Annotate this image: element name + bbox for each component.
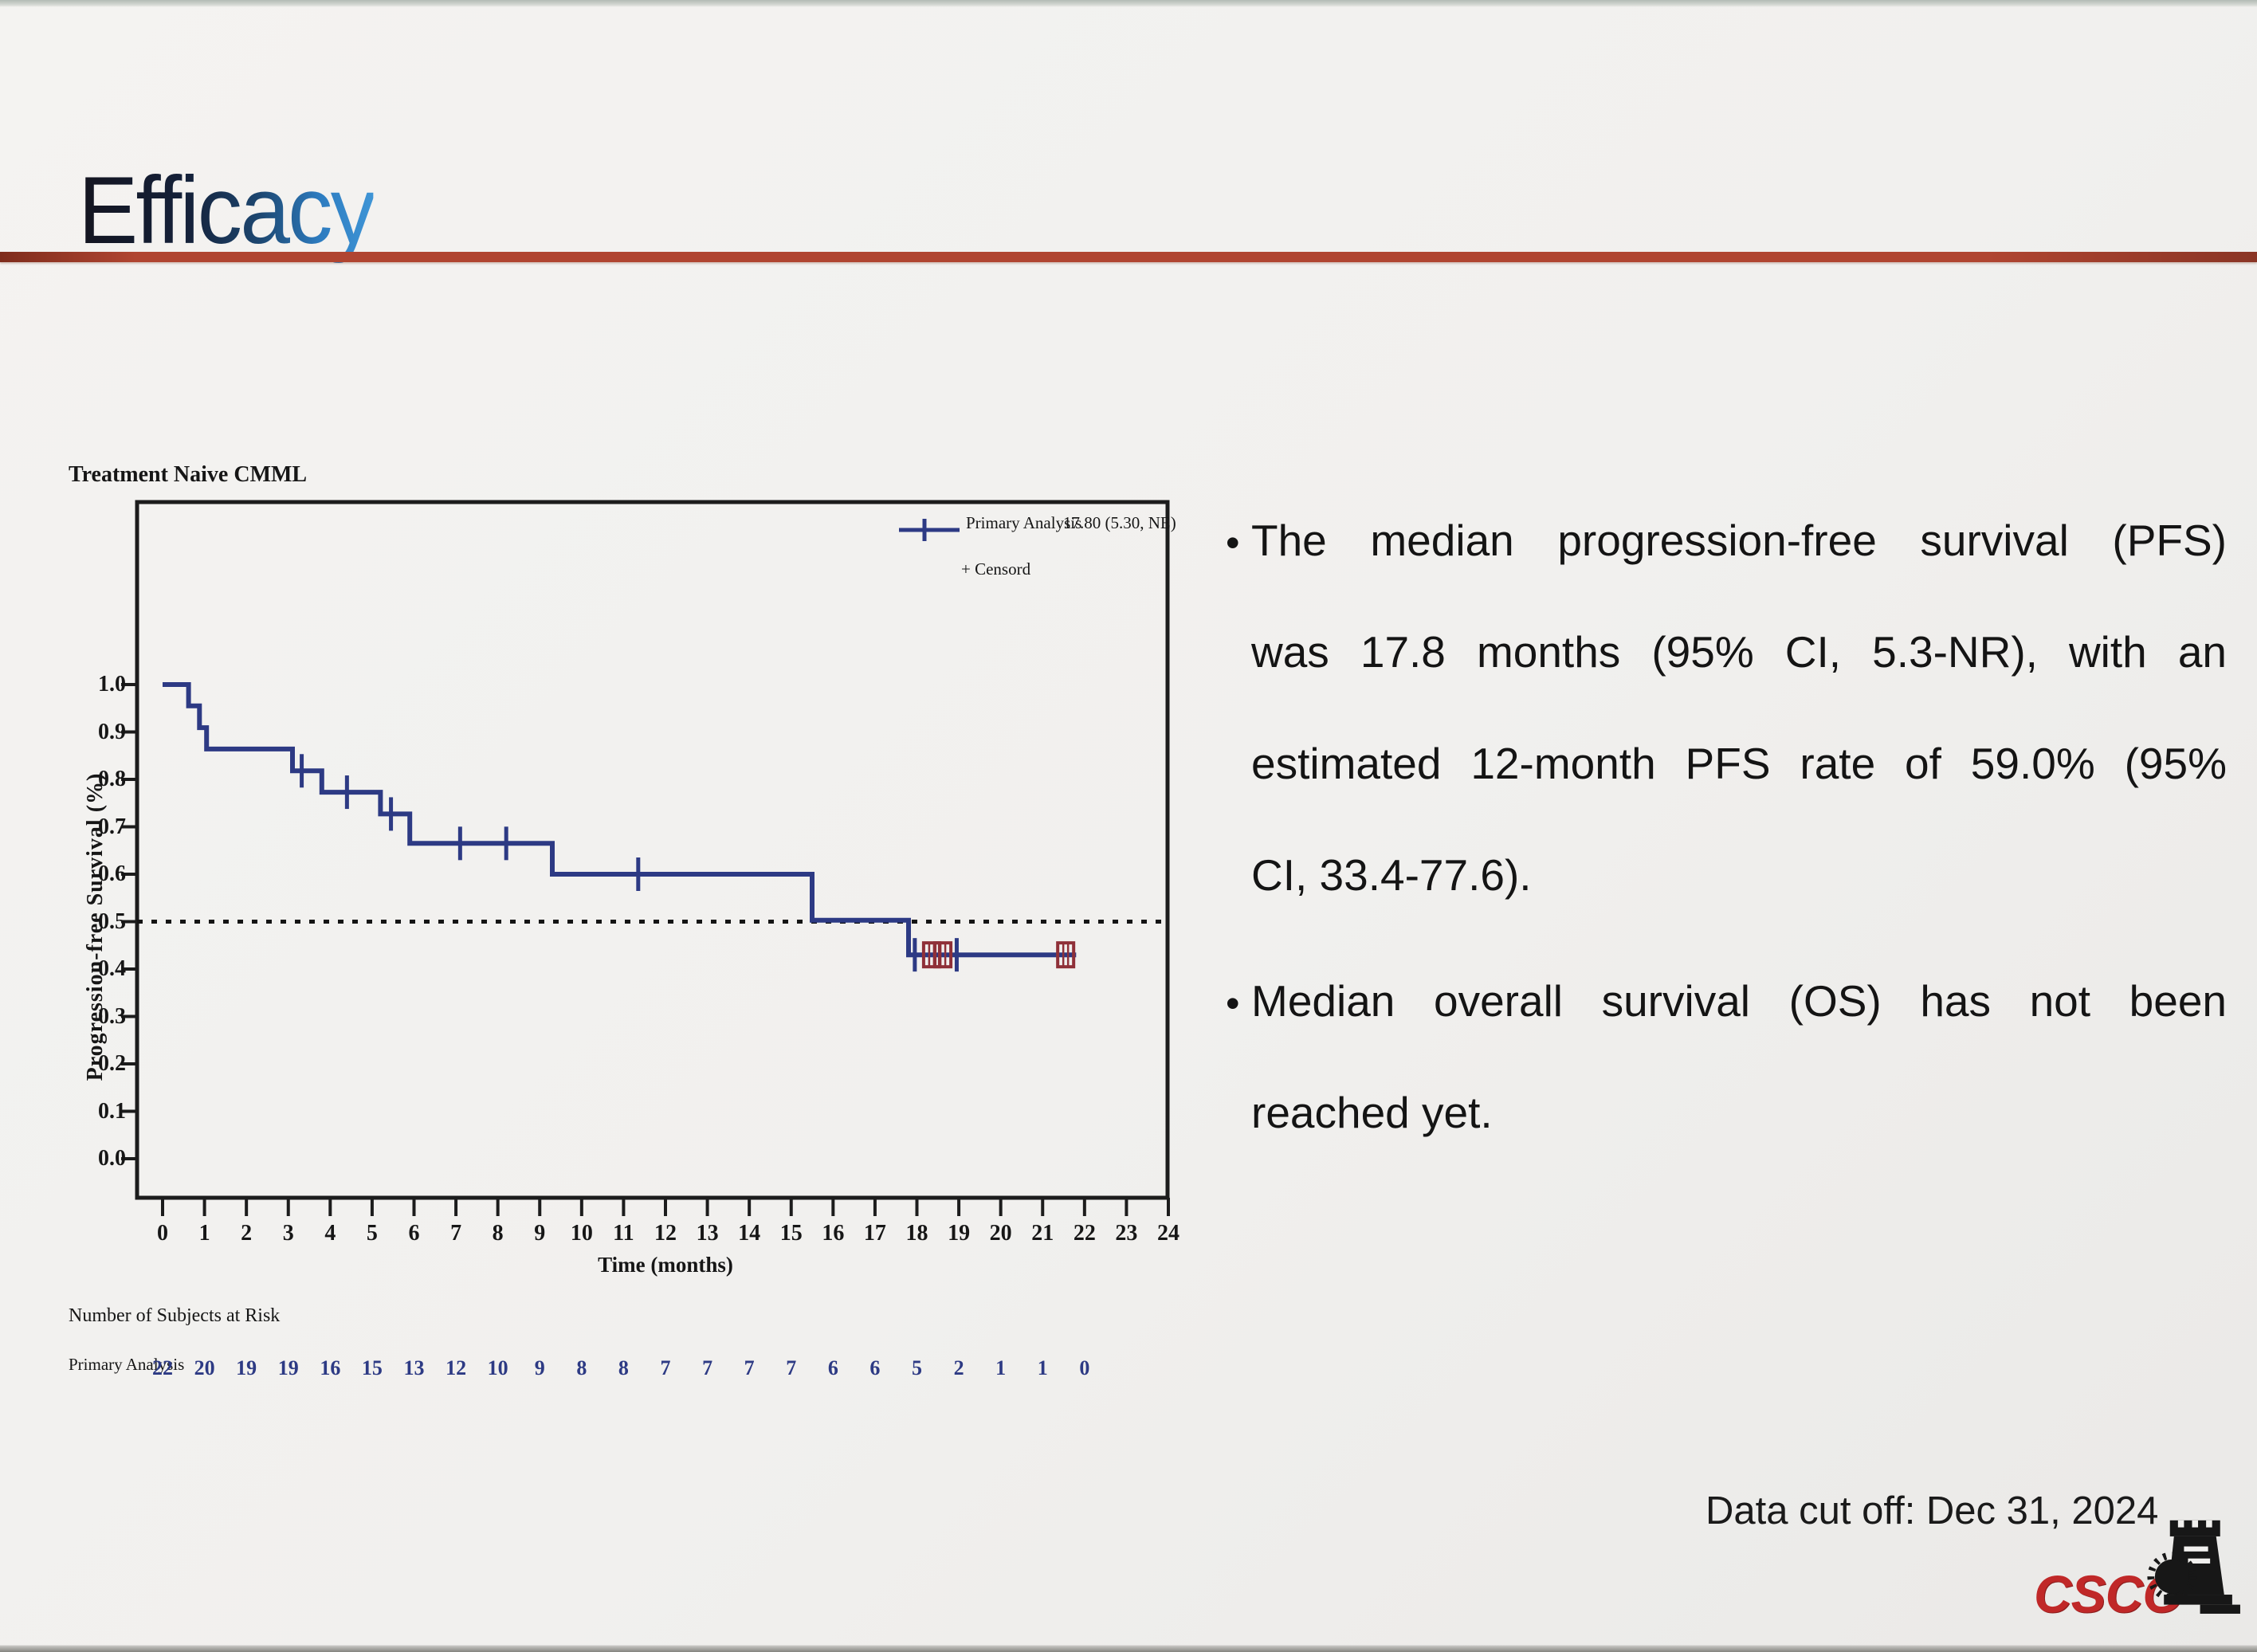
risk-count: 13 — [403, 1356, 425, 1379]
x-tick-label: 10 — [570, 1221, 593, 1246]
y-tick-label: 0.6 — [98, 861, 126, 886]
divider-line — [0, 252, 2257, 262]
y-tick-label: 0.3 — [98, 1003, 126, 1029]
x-tick-label: 6 — [408, 1221, 420, 1246]
risk-count: 15 — [361, 1356, 383, 1379]
x-tick-label: 14 — [738, 1221, 761, 1246]
x-tick-label: 19 — [948, 1221, 971, 1246]
y-tick-label: 0.9 — [98, 719, 126, 744]
x-axis-label: Time (months) — [598, 1253, 733, 1277]
legend-series-symbol-icon — [899, 519, 960, 541]
bullet-text-line: was 17.8 months (95% CI, 5.3-NR), with a… — [1251, 627, 2227, 677]
x-tick-label: 22 — [1073, 1221, 1096, 1246]
x-tick-label: 0 — [157, 1221, 168, 1246]
bullet-text-line: reached yet. — [1251, 1088, 1493, 1137]
risk-count: 8 — [576, 1356, 587, 1379]
risk-count: 0 — [1079, 1356, 1090, 1379]
x-tick-label: 21 — [1031, 1221, 1054, 1246]
legend-median-value: 17.80 (5.30, NE) — [1063, 513, 1176, 532]
x-tick-label: 15 — [779, 1221, 803, 1246]
data-cutoff-text: Data cut off: Dec 31, 2024 — [1706, 1489, 2159, 1532]
x-tick-label: 4 — [324, 1221, 336, 1246]
risk-count: 10 — [487, 1356, 508, 1379]
y-tick-label: 1.0 — [98, 672, 126, 697]
risk-count: 8 — [618, 1356, 629, 1379]
x-tick-label: 12 — [654, 1221, 677, 1246]
csco-logo-graphic — [2147, 1520, 2240, 1614]
risk-count: 7 — [702, 1356, 713, 1379]
x-tick-label: 13 — [696, 1221, 719, 1246]
risk-count: 6 — [827, 1356, 838, 1379]
csco-logo: CSCO — [2034, 1514, 2243, 1634]
risk-count: 2 — [953, 1356, 964, 1379]
x-tick-label: 20 — [989, 1221, 1012, 1246]
x-tick-label: 17 — [863, 1221, 886, 1246]
risk-count: 6 — [869, 1356, 881, 1379]
bullet-marker: • — [1226, 981, 1240, 1026]
x-tick-label: 18 — [905, 1221, 928, 1246]
x-tick-label: 24 — [1156, 1221, 1180, 1246]
risk-count: 1 — [995, 1356, 1007, 1379]
risk-count: 7 — [660, 1356, 671, 1379]
x-tick-label: 3 — [282, 1221, 294, 1246]
risk-count: 12 — [446, 1356, 467, 1379]
risk-count: 1 — [1037, 1356, 1048, 1379]
bullet-text-line: estimated 12-month PFS rate of 59.0% (95… — [1251, 739, 2227, 788]
chart-title: Treatment Naive CMML — [69, 462, 308, 487]
risk-count: 7 — [744, 1356, 755, 1379]
y-tick-label: 0.2 — [98, 1051, 126, 1076]
risk-count: 19 — [277, 1356, 299, 1379]
x-tick-label: 23 — [1115, 1221, 1138, 1246]
y-tick-label: 0.4 — [98, 956, 126, 981]
y-tick-label: 0.0 — [98, 1146, 126, 1171]
risk-count: 5 — [911, 1356, 922, 1379]
risk-count: 7 — [786, 1356, 797, 1379]
bullet-text-line: CI, 33.4-77.6). — [1251, 850, 1532, 900]
bullet-text-line: The median progression-free survival (PF… — [1251, 516, 2227, 565]
risk-count: 9 — [534, 1356, 545, 1379]
x-tick-label: 5 — [366, 1221, 378, 1246]
risk-row-label: Primary Analysis — [69, 1355, 185, 1374]
x-tick-label: 7 — [450, 1221, 462, 1246]
bullet-marker: • — [1226, 520, 1240, 565]
page-title: Efficacy — [78, 157, 375, 265]
photo-edge-top — [0, 0, 2257, 7]
risk-table-header: Number of Subjects at Risk — [69, 1305, 281, 1326]
bullet-text-line: Median overall survival (OS) has not bee… — [1251, 976, 2227, 1026]
x-tick-label: 16 — [822, 1221, 845, 1246]
risk-count: 19 — [236, 1356, 257, 1379]
x-tick-label: 11 — [613, 1221, 634, 1246]
y-tick-label: 0.7 — [98, 814, 126, 839]
y-tick-label: 0.8 — [98, 767, 126, 791]
legend-censor-label: + Censord — [961, 559, 1031, 579]
y-tick-label: 0.5 — [98, 908, 126, 934]
x-tick-label: 9 — [534, 1221, 546, 1246]
photo-edge-bottom — [0, 1645, 2257, 1652]
legend-series-label: Primary Analysis — [966, 513, 1082, 532]
x-tick-label: 8 — [492, 1221, 504, 1246]
risk-count: 16 — [320, 1356, 341, 1379]
x-tick-label: 1 — [198, 1221, 210, 1246]
risk-count: 22 — [152, 1356, 173, 1379]
x-tick-label: 2 — [241, 1221, 253, 1246]
y-tick-label: 0.1 — [98, 1098, 126, 1124]
risk-count: 20 — [194, 1356, 215, 1379]
